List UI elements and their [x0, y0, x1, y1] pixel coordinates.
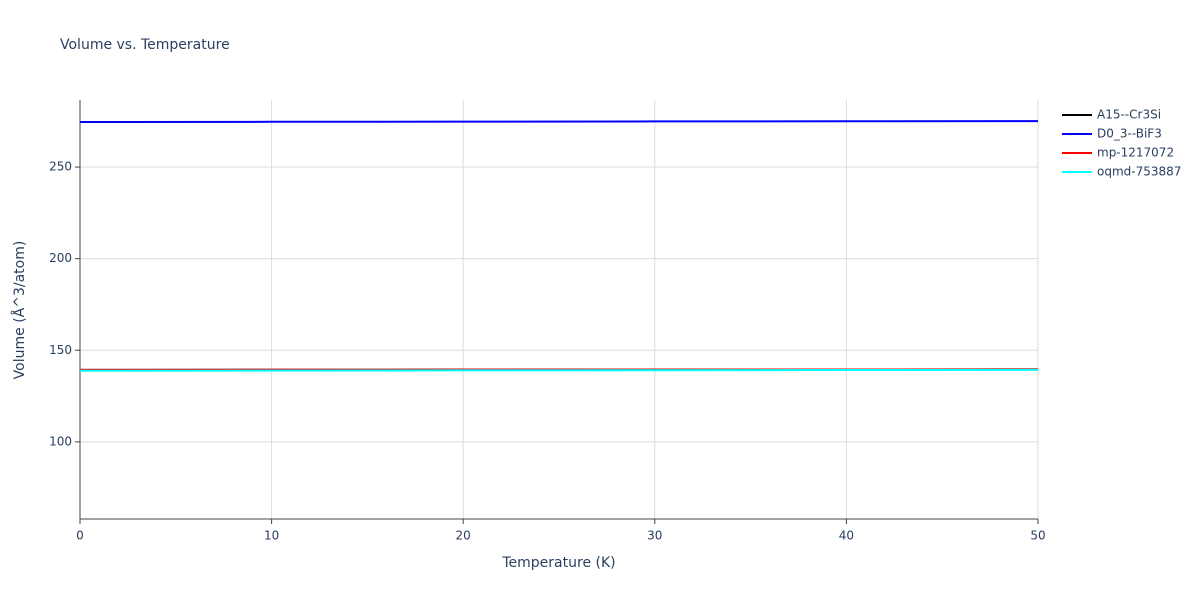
y-tick-label: 200 — [49, 251, 72, 265]
series-line — [79, 120, 1039, 123]
x-tick-label: 30 — [647, 529, 662, 543]
chart-title: Volume vs. Temperature — [60, 37, 230, 53]
x-tick-label: 50 — [1030, 529, 1045, 543]
x-tick-label: 20 — [456, 529, 471, 543]
legend-label: A15--Cr3Si — [1097, 108, 1161, 122]
legend-label: oqmd-753887 — [1097, 165, 1181, 179]
y-tick-label: 150 — [49, 343, 72, 357]
series-line — [79, 368, 1039, 372]
x-tick-label: 40 — [839, 529, 854, 543]
x-tick-label: 10 — [264, 529, 279, 543]
x-tick-label: 0 — [76, 529, 84, 543]
y-tick-label: 250 — [49, 160, 72, 174]
x-axis-title: Temperature (K) — [501, 555, 615, 571]
legend-label: D0_3--BiF3 — [1097, 127, 1162, 141]
legend-label: mp-1217072 — [1097, 146, 1174, 160]
y-tick-label: 100 — [49, 434, 72, 448]
y-axis-title: Volume (Å^3/atom) — [11, 241, 28, 380]
